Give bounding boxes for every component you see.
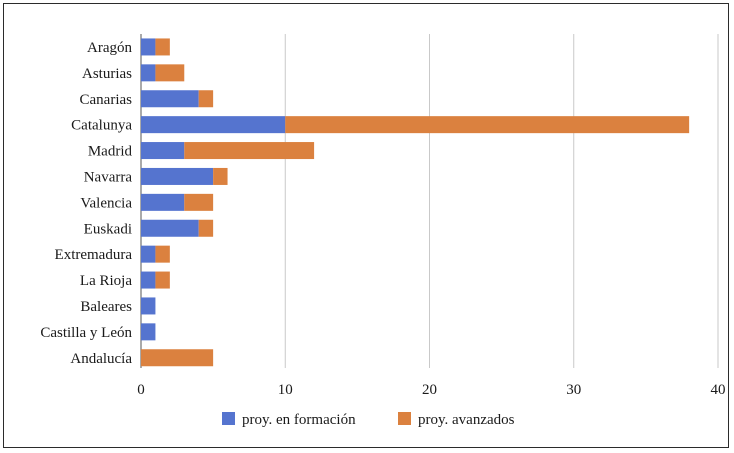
legend-label: proy. avanzados bbox=[418, 412, 515, 428]
category-label: La Rioja bbox=[80, 273, 132, 289]
bar-en-formacion bbox=[141, 323, 156, 341]
bar-avanzados bbox=[155, 64, 185, 82]
category-label: Andalucía bbox=[70, 351, 132, 367]
x-tick-label: 0 bbox=[137, 382, 145, 398]
bar-en-formacion bbox=[141, 271, 156, 289]
category-label: Extremadura bbox=[55, 247, 133, 263]
legend-swatch bbox=[222, 412, 235, 425]
bar-en-formacion bbox=[141, 167, 214, 185]
category-label: Catalunya bbox=[71, 118, 132, 134]
bar-avanzados bbox=[155, 38, 170, 56]
bar-avanzados bbox=[141, 349, 214, 367]
bar-avanzados bbox=[155, 271, 170, 289]
category-label: Madrid bbox=[88, 144, 133, 160]
bars bbox=[141, 38, 690, 367]
bar-avanzados bbox=[198, 219, 214, 237]
bar-en-formacion bbox=[141, 193, 185, 211]
category-label: Aragón bbox=[87, 40, 132, 56]
category-labels: Aragón Asturias Canarias Catalunya Madrid Nav… bbox=[40, 40, 132, 367]
x-tick-label: 20 bbox=[422, 382, 437, 398]
category-label: Castilla y León bbox=[40, 325, 132, 341]
bar-avanzados bbox=[285, 116, 690, 134]
bar-en-formacion bbox=[141, 297, 156, 315]
x-tick-labels: 0 10 20 30 40 bbox=[137, 382, 725, 398]
category-label: Euskadi bbox=[84, 221, 132, 237]
gridlines bbox=[140, 34, 719, 368]
category-label: Baleares bbox=[80, 299, 132, 315]
bar-avanzados bbox=[155, 245, 170, 263]
bar-en-formacion bbox=[141, 219, 199, 237]
category-label: Navarra bbox=[84, 169, 133, 185]
bar-en-formacion bbox=[141, 64, 156, 82]
legend-swatch bbox=[398, 412, 411, 425]
bar-en-formacion bbox=[141, 90, 199, 108]
legend-label: proy. en formación bbox=[242, 412, 356, 428]
x-tick-label: 40 bbox=[711, 382, 726, 398]
x-tick-label: 10 bbox=[278, 382, 293, 398]
legend: proy. en formación proy. avanzados bbox=[222, 412, 515, 428]
category-label: Asturias bbox=[82, 66, 132, 82]
bar-avanzados bbox=[184, 193, 214, 211]
chart-frame bbox=[3, 3, 729, 448]
bar-avanzados bbox=[198, 90, 214, 108]
bar-en-formacion bbox=[141, 38, 156, 56]
bar-avanzados bbox=[213, 167, 228, 185]
bar-avanzados bbox=[184, 142, 315, 160]
bar-en-formacion bbox=[141, 116, 286, 134]
category-label: Canarias bbox=[80, 92, 133, 108]
bar-en-formacion bbox=[141, 142, 185, 160]
x-tick-label: 30 bbox=[566, 382, 581, 398]
category-label: Valencia bbox=[80, 195, 132, 211]
bar-en-formacion bbox=[141, 245, 156, 263]
